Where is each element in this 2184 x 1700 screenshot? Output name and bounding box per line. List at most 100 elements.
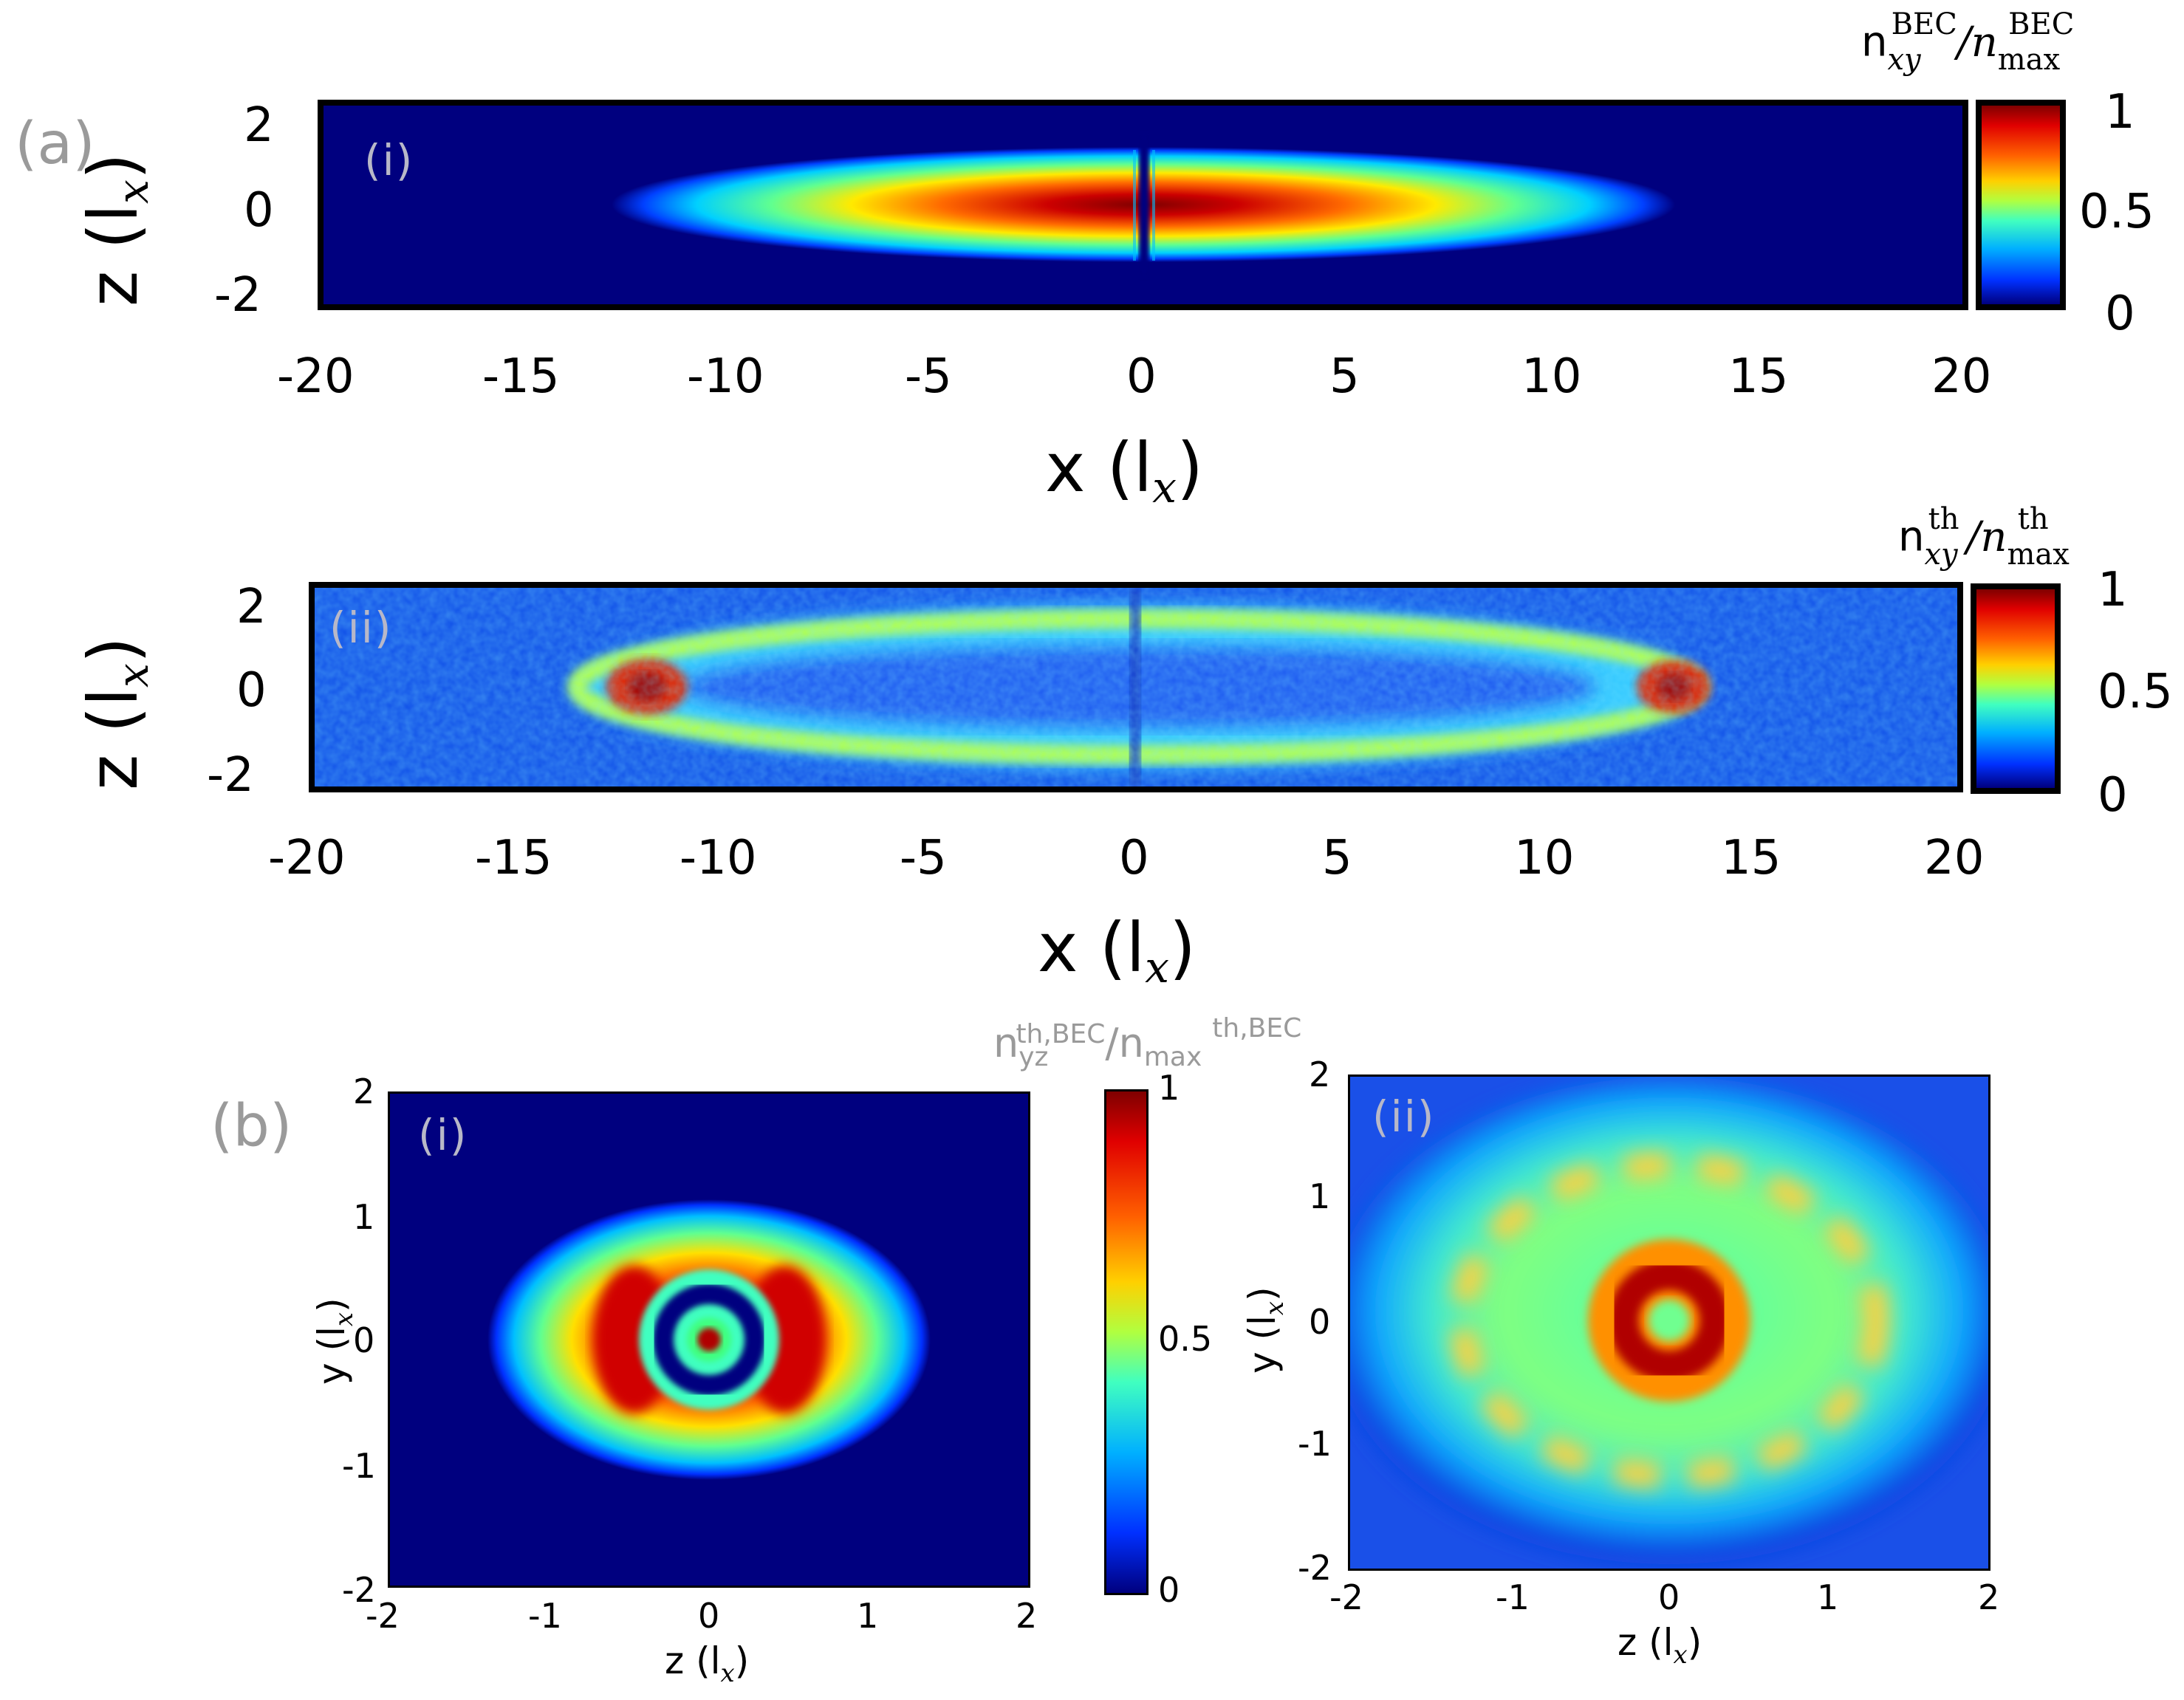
cb-den-sub: max <box>2007 537 2070 572</box>
xlabel-text: z (l <box>1618 1621 1674 1664</box>
y-tick: 1 <box>1309 1176 1331 1216</box>
x-tick: -5 <box>900 831 947 885</box>
heatmap-a-ii: (ii) <box>309 582 1963 792</box>
ylabel-sub: x <box>108 179 158 204</box>
xlabel-sub: x <box>1673 1640 1688 1670</box>
x-tick: 20 <box>1924 831 1985 885</box>
panel-a-ii-label: (ii) <box>329 603 393 653</box>
colorbar-b <box>1104 1089 1149 1595</box>
y-tick-neg2: -2 <box>214 268 261 323</box>
ylabel-end: ) <box>310 1298 353 1312</box>
cb-den-sub: max <box>1143 1041 1202 1072</box>
cb-tick-05: 0.5 <box>2079 185 2154 239</box>
y-tick: -2 <box>1298 1548 1332 1588</box>
x-tick: -1 <box>528 1596 562 1636</box>
heatmap-a-i: (i) <box>318 100 1968 310</box>
cb-den: /n <box>1105 1020 1144 1066</box>
ylabel-end: ) <box>74 153 153 180</box>
y-tick-neg2: -2 <box>207 748 254 803</box>
ylabel-text: y (l <box>1241 1315 1284 1374</box>
panel-a-i-label: (i) <box>364 135 414 185</box>
xlabel-end: ) <box>1169 908 1196 987</box>
heatmap-b-i-canvas <box>487 1199 931 1480</box>
dark-soliton-a-i <box>1139 135 1149 275</box>
x-tick: 2 <box>1016 1596 1038 1636</box>
x-tick: -20 <box>277 349 355 404</box>
y-tick: -2 <box>342 1570 376 1610</box>
ylabel-text: z (l <box>74 204 153 306</box>
cb-den-sub: max <box>1997 42 2061 77</box>
x-tick: 0 <box>698 1596 720 1636</box>
x-tick: 15 <box>1728 349 1789 404</box>
cb-sub: xy <box>1924 537 1958 572</box>
y-tick: 2 <box>353 1072 375 1111</box>
cb-tick-0: 0 <box>1158 1570 1180 1610</box>
colorbar-a-ii <box>1971 583 2061 794</box>
x-tick: 0 <box>1126 349 1157 404</box>
cb-n: n <box>1898 513 1925 561</box>
panel-a-i-xlabel: x (lx) <box>1045 428 1203 513</box>
cb-sup: BEC <box>1891 7 1957 41</box>
cb-den-sup: BEC <box>2008 7 2075 41</box>
y-tick-0: 0 <box>244 183 274 238</box>
x-tick: 0 <box>1658 1577 1680 1617</box>
heatmap-b-ii: (ii) <box>1348 1075 1990 1571</box>
cb-tick-0: 0 <box>2105 287 2135 341</box>
heatmap-b-ii-canvas <box>1350 1077 1988 1569</box>
ylabel-sub: x <box>1260 1300 1290 1316</box>
y-tick: 0 <box>353 1320 375 1360</box>
hot-ring-b-ii <box>1608 1259 1731 1382</box>
heatmap-a-i-canvas <box>612 135 1675 275</box>
xlabel-sub: x <box>1145 942 1170 993</box>
cb-n: n <box>1861 18 1888 66</box>
xlabel-end: ) <box>1177 428 1203 507</box>
cb-den-sup: th <box>2017 502 2049 536</box>
panel-a-letter: (a) <box>15 111 95 177</box>
xlabel-sub: x <box>1152 462 1177 513</box>
xlabel-end: ) <box>1687 1621 1702 1664</box>
y-tick-2: 2 <box>236 580 267 634</box>
x-tick: 5 <box>1329 349 1360 404</box>
x-tick: 5 <box>1322 831 1352 885</box>
cb-den: /n <box>1957 18 1998 66</box>
cb-den: /n <box>1966 513 2007 561</box>
xlabel-sub: x <box>720 1659 735 1688</box>
cb-sub: yz <box>1019 1041 1049 1072</box>
cb-sub: xy <box>1887 42 1921 77</box>
ylabel-text: y (l <box>310 1326 353 1385</box>
x-tick: -15 <box>482 349 560 404</box>
x-tick: 20 <box>1931 349 1992 404</box>
panel-a-ii-xlabel: x (lx) <box>1038 908 1196 993</box>
panel-a-ii-ylabel: z (lx) <box>74 637 158 790</box>
x-tick: 0 <box>1119 831 1149 885</box>
ylabel-sub: x <box>108 663 158 688</box>
panel-b-i-ylabel: y (lx) <box>310 1298 359 1385</box>
y-tick: 1 <box>353 1197 375 1237</box>
x-tick: -5 <box>905 349 952 404</box>
cb-tick-05: 0.5 <box>2098 665 2173 719</box>
ylabel-end: ) <box>1241 1286 1284 1301</box>
heatmap-a-ii-canvas <box>315 588 1957 786</box>
x-tick: -1 <box>1496 1577 1530 1617</box>
cb-tick-0: 0 <box>2098 768 2128 823</box>
panel-a-i-ylabel: z (lx) <box>74 153 158 306</box>
y-tick: -1 <box>1298 1424 1332 1464</box>
cb-sup: th,BEC <box>1016 1019 1106 1049</box>
panel-b-i-xlabel: z (lx) <box>665 1639 749 1688</box>
x-tick: 1 <box>857 1596 879 1636</box>
cb-tick-1: 1 <box>2105 85 2135 140</box>
cb-n: n <box>993 1020 1019 1066</box>
y-tick: 0 <box>1309 1302 1331 1342</box>
cb-den-sup: th,BEC <box>1212 1013 1302 1043</box>
xlabel-text: x (l <box>1045 428 1153 507</box>
colorbar-title-a-ii: nxyth/nmaxth <box>1898 502 2123 572</box>
ylabel-end: ) <box>74 637 153 664</box>
x-tick: -2 <box>366 1596 400 1636</box>
x-tick: 10 <box>1514 831 1575 885</box>
cb-tick-1: 1 <box>1158 1068 1180 1108</box>
x-tick: 1 <box>1817 1577 1839 1617</box>
x-tick: -15 <box>475 831 552 885</box>
colorbar-title-a-i: nxyBEC/nmaxBEC <box>1861 7 2155 77</box>
cb-tick-05: 0.5 <box>1158 1319 1213 1359</box>
vortex-ring-b-i <box>653 1283 765 1396</box>
